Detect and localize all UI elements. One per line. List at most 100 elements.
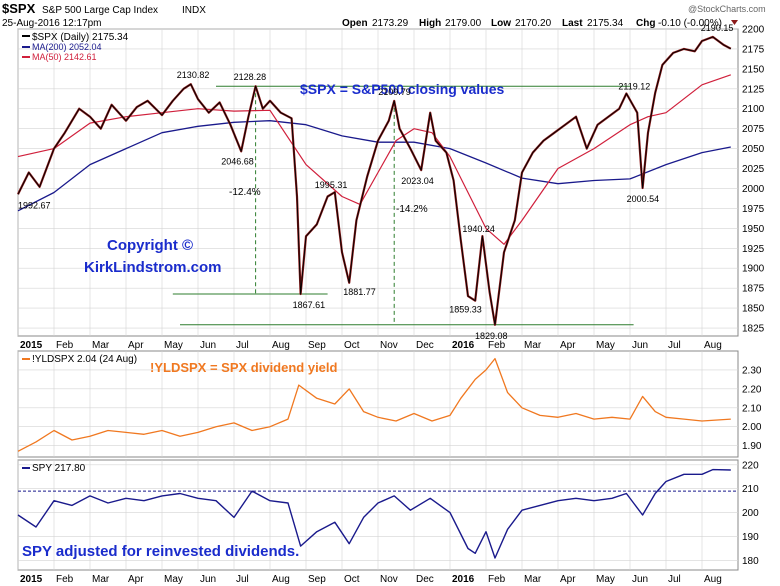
x-tick-label: Oct [344,340,360,351]
price-value-label: 1881.77 [343,287,376,297]
high-value: 2179.00 [445,18,482,29]
open-value: 2173.29 [372,18,409,29]
y-tick-label: 2200 [742,25,765,36]
ma50-line [17,74,731,245]
x-tick-label: Oct [344,574,360,585]
price-value-label: 1867.61 [293,300,326,310]
x-tick-label: 2016 [452,574,475,585]
legend-ma50: MA(50) 2142.61 [32,52,97,62]
x-tick-label: Apr [560,340,576,351]
x-tick-label: May [164,340,183,351]
website-annotation: KirkLindstrom.com [84,259,222,276]
y-tick-label: 1975 [742,204,765,215]
open-label: Open [342,18,368,29]
x-tick-label: Aug [704,574,722,585]
legend-ma200: MA(200) 2052.04 [32,42,102,52]
y-tick-label: 2025 [742,164,765,175]
x-tick-label: Aug [272,340,290,351]
y-tick-label: 2125 [742,84,765,95]
y-tick-label: 1925 [742,244,765,255]
x-tick-label: Dec [416,340,434,351]
chg-value: -0.10 (-0.00%) [658,18,722,29]
x-tick-label: Jul [236,340,249,351]
x-tick-label: Apr [560,574,576,585]
x-tick-label: Nov [380,574,398,585]
x-tick-label: Apr [128,574,144,585]
drop2-annotation: -14.2% [396,204,428,215]
y-tick-label: 2.30 [742,365,762,376]
header-name: S&P 500 Large Cap Index [42,5,158,16]
spy-line [17,468,731,559]
spx-price-line-core [17,36,732,326]
price-value-label: 2046.68 [221,156,254,166]
y-tick-label: 1850 [742,304,765,315]
x-tick-label: Mar [92,574,110,585]
legend-price: $SPX (Daily) 2175.34 [32,32,129,43]
chg-down-icon [731,20,738,25]
x-tick-label: Jul [236,574,249,585]
x-tick-label: Nov [380,340,398,351]
header-date: 25-Aug-2016 12:17pm [2,18,102,29]
high-label: High [419,18,441,29]
y-tick-label: 2100 [742,104,765,115]
y-tick-label: 2.20 [742,384,762,395]
price-value-label: 1859.33 [449,305,482,315]
low-value: 2170.20 [515,18,552,29]
x-tick-label: Aug [704,340,722,351]
x-tick-label: Jun [632,340,648,351]
x-tick-label: Jun [200,340,216,351]
x-tick-label: Sep [308,574,326,585]
y-tick-label: 220 [742,460,759,471]
x-tick-label: Mar [524,574,542,585]
legend-spy: SPY 217.80 [32,463,86,474]
price-value-label: 2190.15 [701,23,734,33]
x-tick-label: Aug [272,574,290,585]
header-exchange: INDX [182,5,206,16]
yield-line [17,357,731,452]
price-value-label: 1992.67 [18,200,51,210]
x-tick-label: Jul [668,340,681,351]
x-tick-label: Jun [200,574,216,585]
y-tick-label: 1900 [742,264,765,275]
price-value-label: 2109.79 [378,87,411,97]
copyright-annotation: Copyright © [107,237,193,254]
y-tick-label: 2175 [742,44,765,55]
price-value-label: 2119.12 [618,81,650,91]
legend-yield: !YLDSPX 2.04 (24 Aug) [32,354,137,365]
y-tick-label: 200 [742,508,759,519]
x-tick-label: May [164,574,183,585]
x-tick-label: Feb [56,574,74,585]
x-tick-label: Dec [416,574,434,585]
ma200-line [17,120,731,212]
x-tick-label: Jun [632,574,648,585]
header-watermark: @StockCharts.com [688,4,766,14]
x-tick-label: May [596,574,615,585]
price-value-label: 1829.08 [475,331,508,341]
y-tick-label: 1875 [742,284,765,295]
last-value: 2175.34 [587,18,624,29]
y-tick-label: 210 [742,484,759,495]
x-tick-label: Apr [128,340,144,351]
x-tick-label: Feb [56,340,74,351]
y-tick-label: 2000 [742,184,765,195]
low-label: Low [491,18,511,29]
x-tick-label: Feb [488,340,506,351]
price-value-label: 2023.04 [401,176,434,186]
y-tick-label: 2.10 [742,403,762,414]
price-value-label: 2000.54 [627,194,660,204]
y-tick-label: 2150 [742,64,765,75]
y-tick-label: 2075 [742,124,765,135]
y-tick-label: 190 [742,532,759,543]
yield-annotation: !YLDSPX = SPX dividend yield [150,360,338,375]
y-tick-label: 1825 [742,324,765,335]
y-tick-label: 2050 [742,144,765,155]
last-label: Last [562,18,583,29]
price-value-label: 1940.24 [462,224,495,234]
x-tick-label: Sep [308,340,326,351]
chg-label: Chg [636,18,655,29]
x-tick-label: 2016 [452,340,475,351]
price-title-annotation: $SPX = S&P500 closing values [300,81,504,97]
x-tick-label: Jul [668,574,681,585]
y-tick-label: 180 [742,556,759,567]
